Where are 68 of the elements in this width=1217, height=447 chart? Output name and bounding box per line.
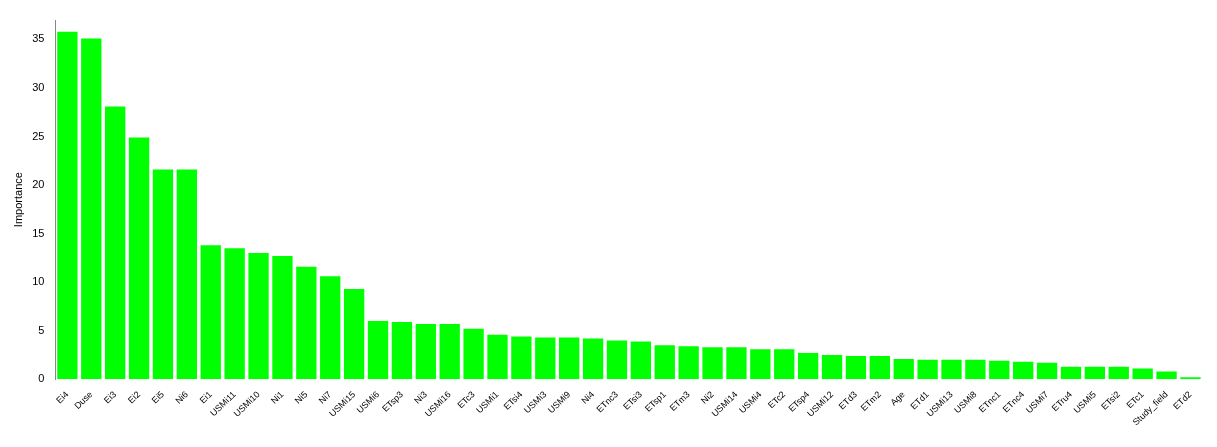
bar <box>511 336 532 380</box>
bar <box>821 355 843 380</box>
bar <box>296 266 317 380</box>
bar <box>893 358 914 380</box>
bar <box>702 347 723 380</box>
bar <box>463 328 484 380</box>
bar <box>81 38 102 380</box>
x-tick-label: Ni7 <box>316 389 334 406</box>
bar <box>726 347 747 380</box>
x-tick-label: Ei1 <box>197 389 214 406</box>
bar <box>1084 366 1106 380</box>
bar <box>391 322 413 380</box>
bar <box>1013 361 1034 380</box>
bar <box>152 169 174 380</box>
x-tick-label: Ni5 <box>292 389 310 406</box>
bar <box>654 345 675 380</box>
y-tick-label: 25 <box>32 129 45 142</box>
x-tick-label: Ni1 <box>268 389 286 406</box>
bar <box>128 137 150 380</box>
bar <box>582 338 604 380</box>
bar <box>224 248 245 380</box>
bar <box>272 255 293 380</box>
bar <box>439 323 460 380</box>
bar <box>1108 366 1129 380</box>
y-tick-label: 20 <box>32 178 45 191</box>
bar <box>57 31 78 380</box>
bar <box>1156 371 1177 380</box>
bar <box>630 341 652 380</box>
bar <box>367 321 389 380</box>
bar <box>559 337 580 380</box>
bar <box>750 349 771 380</box>
x-tick-label: Ei4 <box>54 389 71 406</box>
x-tick-label: Ei3 <box>101 389 119 406</box>
x-tick-label: Ni4 <box>579 389 597 406</box>
y-tick-label: 15 <box>32 226 45 239</box>
x-tick-label: Ei2 <box>125 389 143 406</box>
bar <box>606 340 628 380</box>
bar <box>797 353 819 380</box>
y-axis-title: Importance <box>11 172 24 228</box>
x-tick-label: Ni3 <box>412 389 429 406</box>
bar <box>869 355 890 380</box>
bar <box>845 355 867 380</box>
bar <box>917 359 938 380</box>
bar <box>1036 362 1058 380</box>
bar <box>678 346 699 380</box>
bar <box>965 359 986 380</box>
bar <box>415 323 436 380</box>
y-tick-label: 5 <box>38 323 45 336</box>
x-tick-label: Age <box>888 389 907 408</box>
bar <box>941 359 962 380</box>
x-tick-label: Ei5 <box>149 389 167 406</box>
bar <box>320 276 341 380</box>
bar <box>989 360 1010 380</box>
bar <box>1132 368 1153 380</box>
bar <box>535 337 556 380</box>
bar <box>200 245 221 380</box>
bar <box>176 169 198 380</box>
y-tick-label: 0 <box>38 372 45 385</box>
bar <box>343 288 365 380</box>
bar <box>774 349 795 380</box>
y-tick-label: 10 <box>32 275 45 288</box>
bar <box>487 334 508 380</box>
x-tick-label: Ni6 <box>173 389 190 406</box>
y-tick-label: 35 <box>32 32 45 45</box>
y-tick-label: 30 <box>32 81 45 94</box>
bar <box>248 253 269 380</box>
bar <box>1060 366 1082 380</box>
bar <box>105 106 126 380</box>
